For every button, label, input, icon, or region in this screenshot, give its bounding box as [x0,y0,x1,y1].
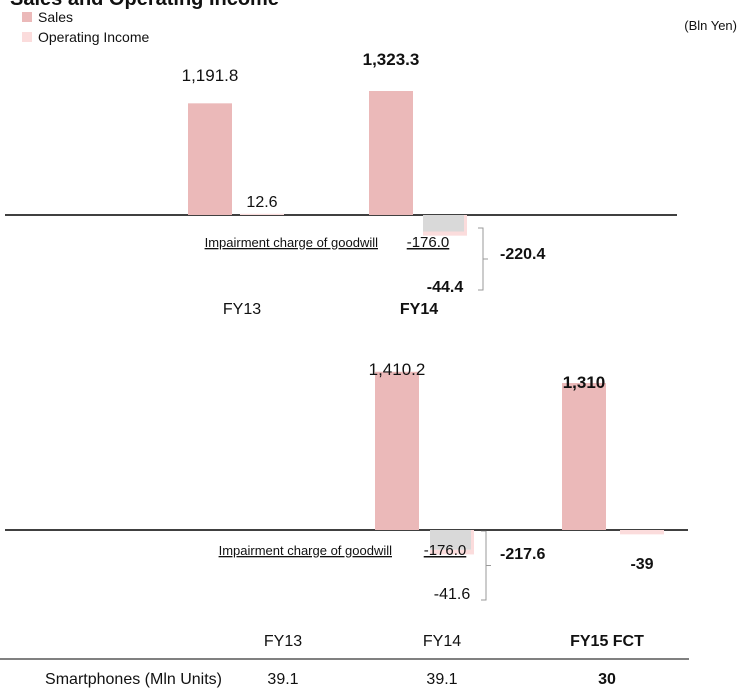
operating-income-value-label: -41.6 [434,586,471,603]
operating-income-edge [464,215,467,232]
sales-value-label: 1,410.2 [369,360,426,379]
chart-title: Sales and Operating Income [10,0,279,11]
table-row-label: Smartphones (Mln Units) [45,671,222,688]
legend-swatch-sales [22,12,32,22]
total-operating-income-label: -220.4 [500,246,545,263]
impairment-bar [430,530,474,550]
impairment-label: Impairment charge of goodwill [219,543,393,558]
category-label-fy14: FY14 [423,633,461,650]
total-bracket [481,530,491,601]
operating-income-bar-fy14 [423,231,467,236]
category-label-fy14: FY14 [400,301,438,318]
sales-bar-fy14 [375,371,419,530]
table-value-fy15-fct: 30 [598,671,616,688]
operating-income-edge [471,530,474,550]
operating-income-value-label: 12.6 [246,194,277,211]
sales-bar-fy15-fct [562,383,606,530]
unit-label: (Bln Yen) [684,18,737,33]
operating-income-value-label: -39 [630,556,653,573]
impairment-label: Impairment charge of goodwill [205,235,379,250]
impairment-bar [423,215,467,232]
operating-income-bar-fy14 [430,549,474,555]
legend-label-operating-income: Operating Income [38,29,150,45]
category-label-fy13: FY13 [264,633,302,650]
impairment-value-label: -176.0 [407,234,450,251]
table-value-fy14: 39.1 [426,671,457,688]
category-label-fy15-fct: FY15 FCT [570,633,644,650]
table-value-fy13: 39.1 [267,671,298,688]
total-operating-income-label: -217.6 [500,546,545,563]
sales-value-label: 1,323.3 [363,50,420,69]
operating-income-bar-fy15-fct [620,530,664,535]
sales-bar-fy14 [369,91,413,215]
operating-income-bar-fy13 [240,213,284,215]
sales-value-label: 1,191.8 [182,66,239,85]
sales-bar-fy13 [188,103,232,215]
sales-value-label: 1,310 [563,373,606,392]
total-bracket [478,227,488,291]
legend-label-sales: Sales [38,9,74,25]
legend-swatch-operating-income [22,32,32,42]
legend-item-operating-income: Operating Income [22,29,149,45]
category-label-fy13: FY13 [223,301,261,318]
legend-item-sales: Sales [22,9,73,25]
impairment-value-label: -176.0 [424,542,467,559]
operating-income-value-label: -44.4 [427,279,464,296]
